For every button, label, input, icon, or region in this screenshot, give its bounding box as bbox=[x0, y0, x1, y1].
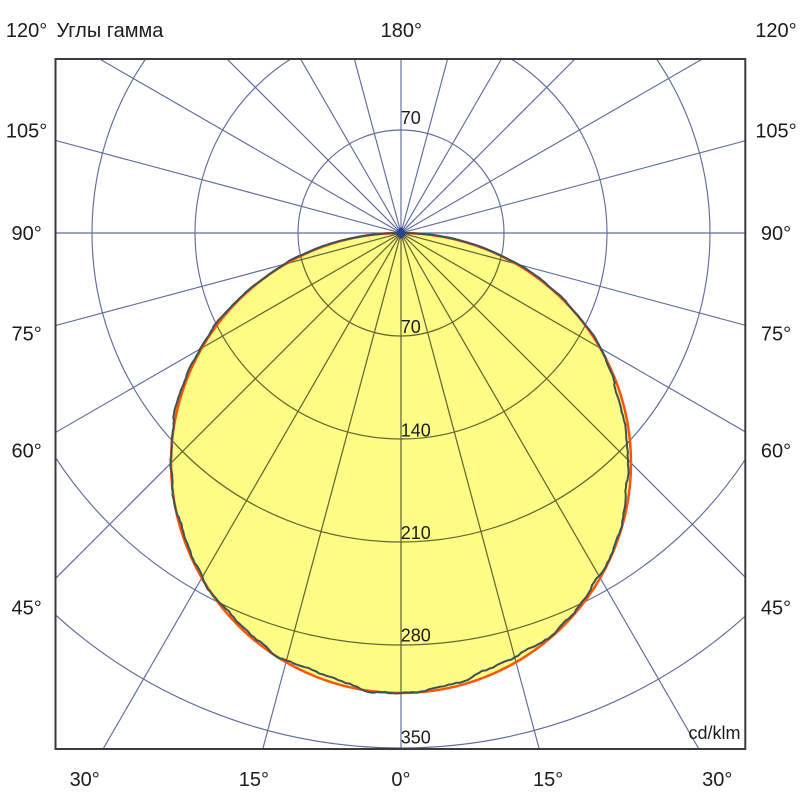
svg-text:280: 280 bbox=[401, 626, 431, 646]
svg-text:210: 210 bbox=[401, 523, 431, 543]
svg-text:350: 350 bbox=[401, 728, 431, 748]
svg-text:90°: 90° bbox=[761, 223, 791, 245]
svg-text:45°: 45° bbox=[761, 598, 791, 620]
svg-text:75°: 75° bbox=[761, 324, 791, 346]
svg-text:70: 70 bbox=[401, 317, 421, 337]
svg-text:140: 140 bbox=[401, 421, 431, 441]
svg-text:75°: 75° bbox=[11, 324, 41, 346]
svg-text:120°: 120° bbox=[6, 20, 47, 42]
svg-text:30°: 30° bbox=[70, 769, 100, 791]
svg-text:15°: 15° bbox=[533, 769, 563, 791]
svg-text:180°: 180° bbox=[381, 20, 422, 42]
svg-text:cd/klm: cd/klm bbox=[688, 723, 740, 743]
svg-text:30°: 30° bbox=[702, 769, 732, 791]
svg-text:60°: 60° bbox=[761, 440, 791, 462]
svg-text:Углы гамма: Углы гамма bbox=[57, 20, 165, 42]
svg-text:120°: 120° bbox=[755, 20, 796, 42]
svg-text:0°: 0° bbox=[391, 769, 410, 791]
svg-text:60°: 60° bbox=[11, 440, 41, 462]
svg-text:105°: 105° bbox=[755, 120, 796, 142]
svg-text:105°: 105° bbox=[6, 120, 47, 142]
svg-text:70: 70 bbox=[401, 108, 421, 128]
svg-text:90°: 90° bbox=[11, 223, 41, 245]
svg-text:15°: 15° bbox=[239, 769, 269, 791]
svg-text:45°: 45° bbox=[11, 598, 41, 620]
